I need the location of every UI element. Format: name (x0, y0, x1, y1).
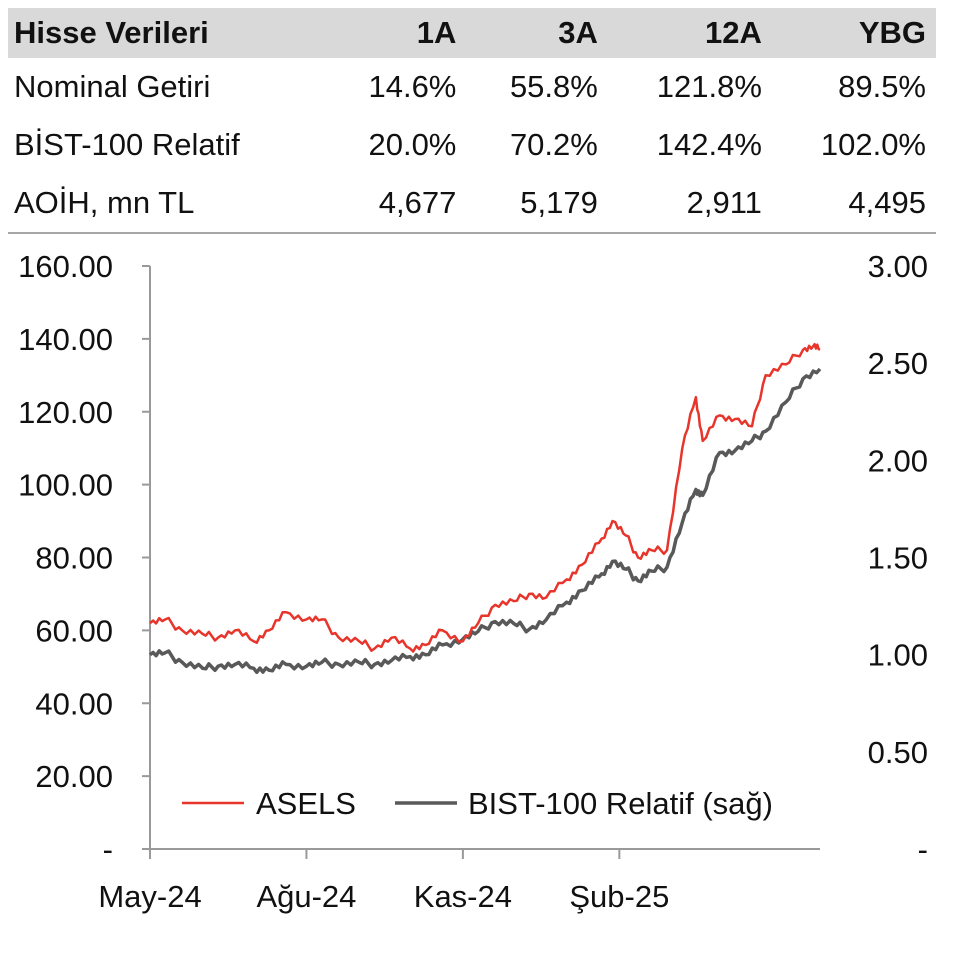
right-tick-label: 1.00 (868, 638, 928, 673)
row-value: 121.8% (656, 69, 762, 104)
header-title: Hisse Verileri (8, 8, 325, 58)
left-tick-label: - (103, 832, 113, 867)
row-value: 20.0% (368, 127, 457, 162)
x-ticks: May-24 Ağu-24 Kas-24 Şub-25 (98, 849, 669, 914)
row-value: 70.2% (509, 127, 598, 162)
right-y-ticks: - 0.50 1.00 1.50 2.00 2.50 3.00 (868, 249, 928, 867)
table-header-row: Hisse Verileri 1A 3A 12A YBG (8, 8, 936, 58)
left-tick-label: 20.00 (35, 759, 113, 794)
left-tick-label: 120.00 (18, 395, 113, 430)
left-tick-label: 100.00 (18, 468, 113, 503)
bist-relative-line (148, 367, 822, 675)
row-value: 102.0% (820, 127, 926, 162)
legend: ASELS BIST-100 Relatif (sağ) (182, 786, 773, 821)
table-row: BİST-100 Relatif 20.0% 70.2% 142.4% 102.… (8, 116, 936, 174)
legend-label: BIST-100 Relatif (sağ) (468, 786, 773, 821)
x-tick-label: Şub-25 (569, 879, 669, 914)
stock-data-table: Hisse Verileri 1A 3A 12A YBG Nominal Get… (8, 8, 936, 234)
asels-line (149, 342, 821, 653)
price-chart: - 20.00 40.00 60.00 80.00 100.00 120.00 140.00 1… (18, 249, 928, 914)
header-12a: 12A (607, 8, 772, 58)
row-value: 2,911 (607, 174, 772, 234)
header-3a: 3A (466, 8, 608, 58)
row-value: 4,677 (324, 174, 467, 234)
series-layer (148, 342, 822, 675)
left-tick-label: 80.00 (35, 541, 113, 576)
right-tick-label: 1.50 (868, 541, 928, 576)
row-label: AOİH, mn TL (8, 174, 325, 234)
x-tick-label: May-24 (98, 879, 201, 914)
table-row: AOİH, mn TL 4,677 5,179 2,911 4,495 (8, 174, 936, 234)
x-tick-label: Kas-24 (414, 879, 512, 914)
left-tick-label: 40.00 (35, 686, 113, 721)
row-value: 5,179 (466, 174, 608, 234)
row-value: 4,495 (771, 174, 936, 234)
right-tick-label: - (918, 832, 928, 867)
right-tick-label: 0.50 (868, 735, 928, 770)
right-tick-label: 2.50 (868, 346, 928, 381)
left-y-ticks: - 20.00 40.00 60.00 80.00 100.00 120.00 140.00 1… (18, 249, 150, 867)
x-tick-label: Ağu-24 (256, 879, 356, 914)
right-tick-label: 3.00 (868, 249, 928, 284)
right-tick-label: 2.00 (868, 443, 928, 478)
row-label: Nominal Getiri (14, 69, 211, 104)
row-value: 142.4% (656, 127, 762, 162)
left-tick-label: 60.00 (35, 613, 113, 648)
row-value: 89.5% (838, 69, 926, 104)
left-tick-label: 140.00 (18, 322, 113, 357)
left-tick-label: 160.00 (18, 249, 113, 284)
header-1a: 1A (324, 8, 467, 58)
row-value: 14.6% (368, 69, 457, 104)
row-value: 55.8% (509, 69, 598, 104)
legend-label: ASELS (256, 786, 356, 821)
table-row: Nominal Getiri 14.6% 55.8% 121.8% 89.5% (8, 58, 936, 116)
header-ybg: YBG (771, 8, 936, 58)
row-label: BİST-100 Relatif (14, 127, 240, 162)
